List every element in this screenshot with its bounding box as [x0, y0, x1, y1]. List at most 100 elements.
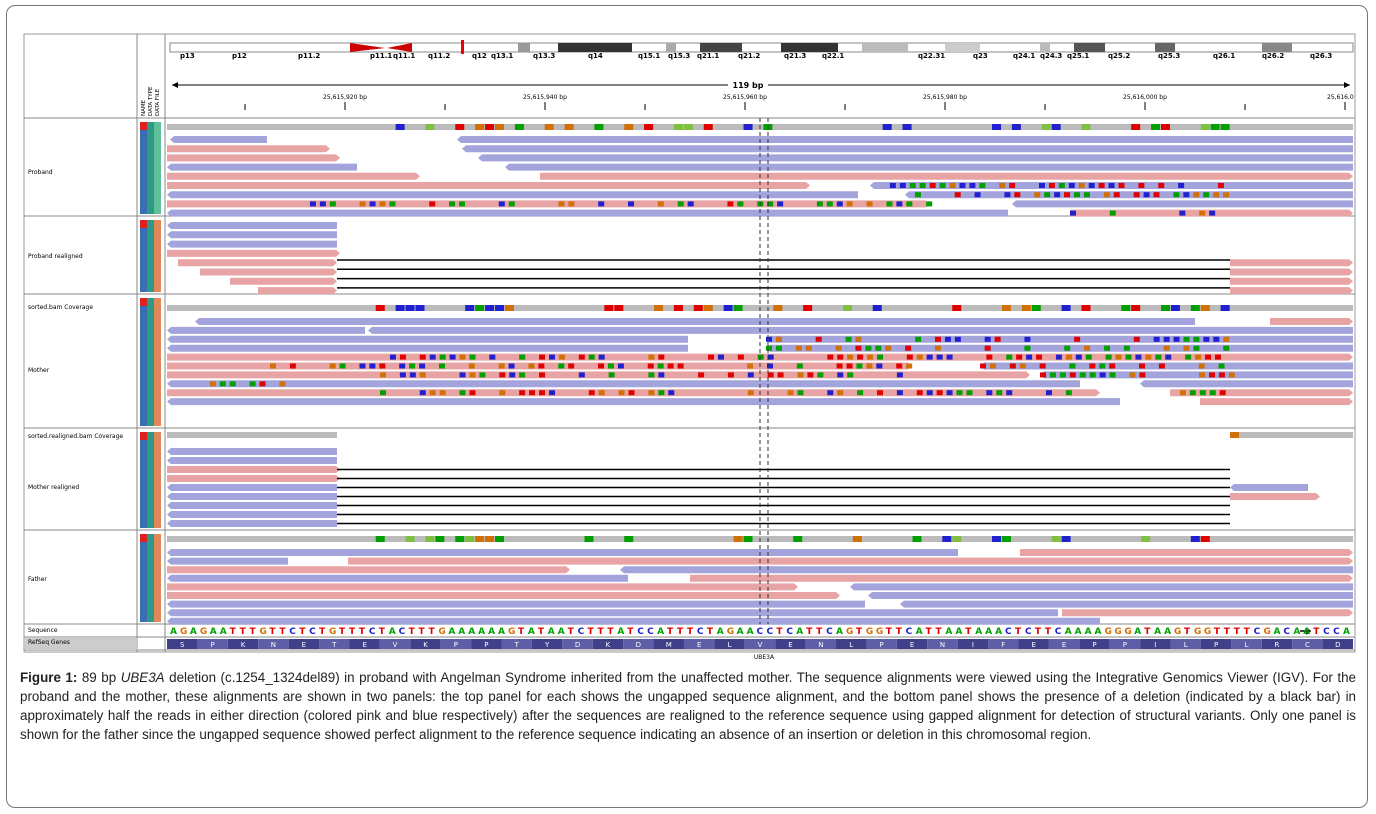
coverage-mismatch [396, 124, 405, 130]
mismatch [1080, 372, 1086, 377]
read [200, 269, 337, 276]
attribute-flag [140, 534, 147, 542]
band-label: q12 [472, 52, 487, 60]
mismatch [917, 355, 923, 360]
mismatch [420, 355, 426, 360]
ideogram-band [1040, 43, 1050, 52]
amino-acid: I [1154, 641, 1156, 649]
read [167, 475, 340, 482]
mismatch [1183, 346, 1189, 351]
read [167, 241, 337, 248]
ideogram-band [862, 43, 908, 52]
read [620, 566, 1353, 573]
mismatch [986, 355, 992, 360]
read [167, 200, 930, 207]
coverage-mismatch [1171, 305, 1180, 311]
mismatch [927, 355, 933, 360]
mismatch [915, 337, 921, 342]
coverage-mismatch [1052, 536, 1061, 542]
mismatch [817, 372, 823, 377]
read [167, 327, 365, 334]
read [167, 484, 337, 491]
mismatch [1004, 192, 1010, 197]
mismatch [776, 346, 782, 351]
coverage-mismatch [1201, 305, 1210, 311]
mismatch [940, 183, 946, 188]
coverage-mismatch [1131, 305, 1140, 311]
mismatch [440, 390, 446, 395]
mismatch [1109, 183, 1115, 188]
read [167, 345, 688, 352]
mismatch [969, 183, 975, 188]
mismatch [855, 346, 861, 351]
amino-acid: Y [544, 641, 550, 649]
amino-acid: P [210, 641, 214, 649]
mismatch [907, 355, 913, 360]
coverage-mismatch [1052, 124, 1061, 130]
mismatch [1134, 337, 1140, 342]
mismatch [937, 355, 943, 360]
coverage-mismatch [425, 536, 434, 542]
mismatch [1066, 390, 1072, 395]
mismatch [905, 346, 911, 351]
read [178, 259, 337, 266]
mismatch [409, 364, 415, 369]
read [167, 145, 330, 152]
coverage-mismatch [485, 124, 494, 130]
mismatch [230, 381, 236, 386]
coverage-mismatch [1141, 536, 1150, 542]
mismatch [1183, 192, 1189, 197]
read [900, 601, 1353, 608]
mismatch [1079, 183, 1085, 188]
attribute-cell [147, 534, 154, 622]
attribute-cell [154, 534, 161, 622]
band-label: q23 [973, 52, 988, 60]
coverage-mismatch [1151, 124, 1160, 130]
mismatch [270, 364, 276, 369]
mismatch [1193, 346, 1199, 351]
attribute-cell [140, 298, 147, 426]
mismatch [985, 346, 991, 351]
mismatch [1009, 183, 1015, 188]
mismatch [1116, 355, 1122, 360]
mismatch [986, 390, 992, 395]
mismatch [539, 372, 545, 377]
mismatch [509, 364, 515, 369]
mismatch [559, 355, 565, 360]
attribute-cell [154, 432, 161, 528]
mismatch [947, 355, 953, 360]
mismatch [529, 390, 535, 395]
mismatch [1210, 390, 1216, 395]
amino-acid: T [331, 641, 337, 649]
coverage-mismatch [734, 536, 743, 542]
mismatch [917, 390, 923, 395]
amino-acid: E [362, 641, 366, 649]
mismatch [1049, 183, 1055, 188]
mismatch [519, 372, 525, 377]
mismatch [1179, 211, 1185, 216]
amino-acid: C [1305, 641, 1310, 649]
mismatch [658, 372, 664, 377]
mismatch [430, 390, 436, 395]
mismatch [400, 372, 406, 377]
mismatch [1070, 211, 1076, 216]
mismatch [1193, 192, 1199, 197]
read [167, 336, 688, 343]
mismatch [1154, 337, 1160, 342]
mismatch [359, 364, 365, 369]
mismatch [360, 201, 366, 206]
attribute-cell [147, 298, 154, 426]
read [1230, 493, 1320, 500]
mismatch [816, 337, 822, 342]
ideogram [170, 43, 1353, 52]
coverage-mismatch [485, 305, 494, 311]
mismatch [1213, 337, 1219, 342]
mismatch [380, 372, 386, 377]
mismatch [846, 337, 852, 342]
mismatch [1185, 355, 1191, 360]
mismatch [568, 364, 574, 369]
mismatch [688, 201, 694, 206]
mismatch [748, 390, 754, 395]
coverage-mismatch [853, 536, 862, 542]
track-name: Proband [28, 169, 53, 176]
